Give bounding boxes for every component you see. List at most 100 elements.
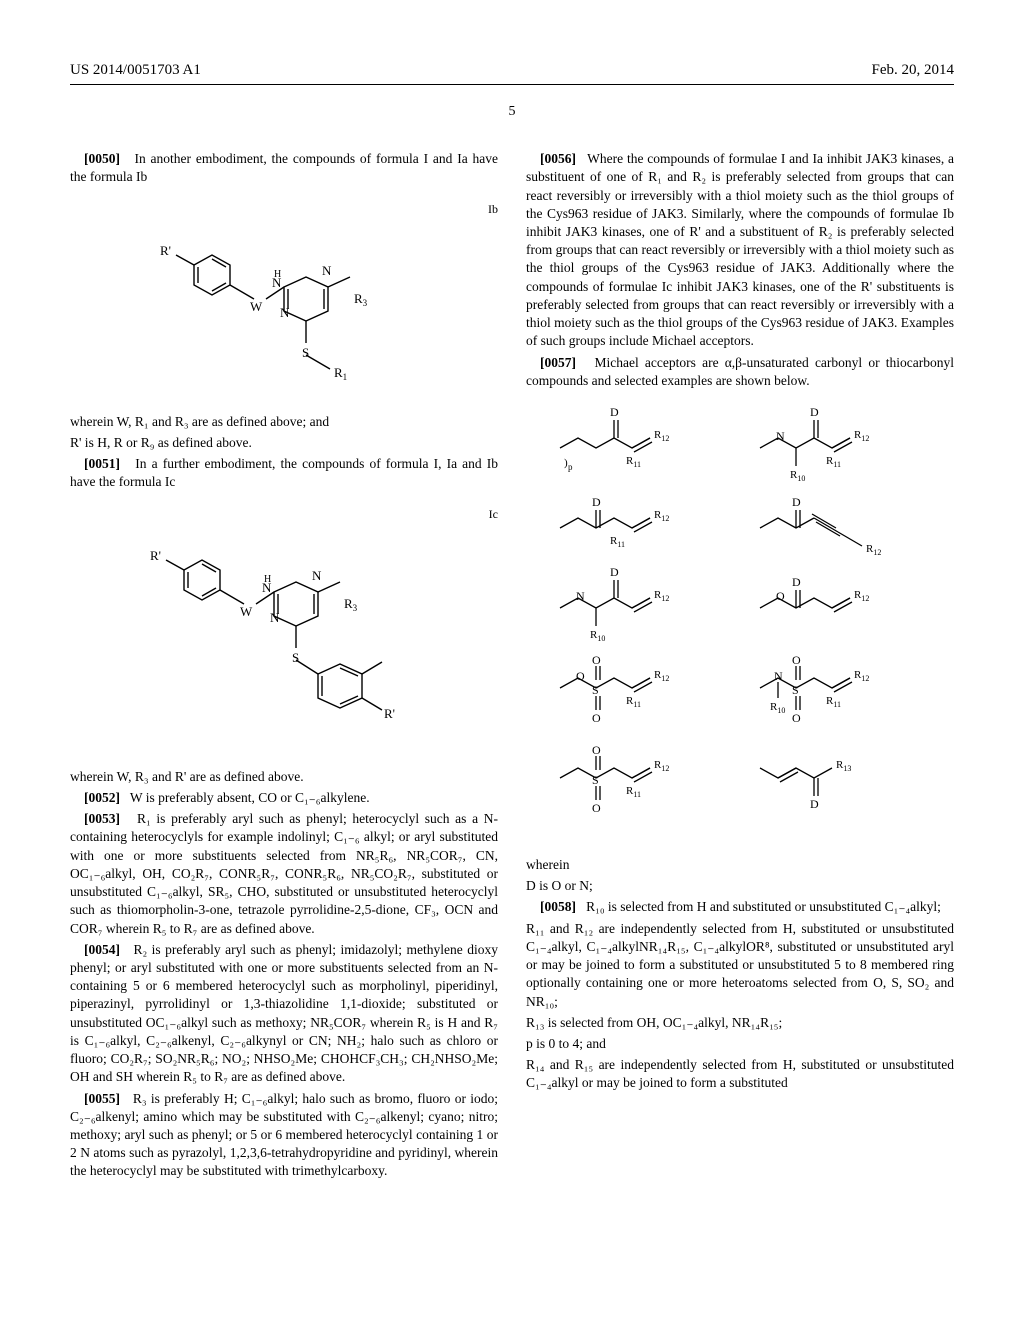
para-0058: [0058] R₁₀ is selected from H and substi…	[526, 898, 954, 916]
formula-Ib-structure: R' W N H N N R3 S R1	[154, 225, 414, 395]
svg-text:N: N	[312, 568, 322, 583]
svg-text:N: N	[774, 669, 783, 683]
formula-label-Ib: Ib	[70, 201, 498, 217]
svg-text:O: O	[792, 653, 801, 667]
svg-text:O: O	[592, 711, 601, 725]
svg-text:D: D	[592, 495, 601, 509]
r14-r15-def: R₁₄ and R₁₅ are independently selected f…	[526, 1056, 954, 1092]
svg-text:R11: R11	[626, 695, 641, 709]
michael-acceptors-grid: ) p D R11 R12 N D R10 R11 R12	[540, 398, 940, 838]
left-column: [0050] In another embodiment, the compou…	[70, 150, 498, 1184]
para-0053: [0053] R₁ is preferably aryl such as phe…	[70, 810, 498, 938]
svg-text:R11: R11	[826, 695, 841, 709]
svg-text:R11: R11	[826, 455, 841, 469]
header-rule	[70, 84, 954, 85]
svg-text:R12: R12	[854, 429, 869, 443]
svg-text:O: O	[776, 589, 785, 603]
after-Ic: wherein W, R₃ and R' are as defined abov…	[70, 768, 498, 786]
svg-text:O: O	[592, 743, 601, 757]
para-num: [0056]	[540, 151, 576, 166]
svg-text:R12: R12	[854, 669, 869, 683]
svg-text:R12: R12	[654, 669, 669, 683]
para-text: W is preferably absent, CO or C₁₋₆alkyle…	[130, 790, 370, 805]
svg-text:D: D	[810, 405, 819, 419]
r13-def: R₁₃ is selected from OH, OC₁₋₄alkyl, NR₁…	[526, 1014, 954, 1032]
para-text: R₃ is preferably H; C₁₋₆alkyl; halo such…	[70, 1091, 498, 1179]
svg-text:D: D	[792, 575, 801, 589]
svg-text:S: S	[292, 650, 299, 665]
svg-text:N: N	[280, 305, 290, 320]
svg-text:O: O	[592, 653, 601, 667]
svg-text:S: S	[592, 683, 599, 697]
para-text: R₂ is preferably aryl such as phenyl; im…	[70, 942, 498, 1085]
svg-text:D: D	[610, 565, 619, 579]
para-num: [0053]	[84, 811, 120, 826]
svg-text:R13: R13	[836, 759, 851, 773]
page-header: US 2014/0051703 A1 Feb. 20, 2014	[70, 60, 954, 80]
svg-text:R11: R11	[626, 455, 641, 469]
page-number: 5	[70, 103, 954, 122]
para-0057: [0057] Michael acceptors are α,β-unsatur…	[526, 354, 954, 390]
svg-text:R': R'	[150, 548, 161, 563]
svg-text:D: D	[792, 495, 801, 509]
svg-text:H: H	[264, 574, 271, 585]
svg-text:N: N	[322, 263, 332, 278]
para-0051: [0051] In a further embodiment, the comp…	[70, 455, 498, 491]
svg-text:D: D	[810, 797, 819, 811]
two-column-layout: [0050] In another embodiment, the compou…	[70, 150, 954, 1184]
svg-text:D: D	[610, 405, 619, 419]
svg-text:R10: R10	[590, 629, 605, 643]
d-definition: D is O or N;	[526, 877, 954, 895]
svg-text:O: O	[576, 669, 585, 683]
para-num: [0051]	[84, 456, 120, 471]
para-num: [0050]	[84, 151, 120, 166]
svg-text:R': R'	[384, 706, 395, 721]
para-text: In a further embodiment, the compounds o…	[70, 456, 498, 489]
svg-text:S: S	[592, 773, 599, 787]
para-text: R₁₀ is selected from H and substituted o…	[586, 899, 941, 914]
svg-text:N: N	[576, 589, 585, 603]
para-text: Michael acceptors are α,β-unsaturated ca…	[526, 355, 954, 388]
svg-text:R10: R10	[770, 701, 785, 715]
svg-text:R12: R12	[654, 509, 669, 523]
svg-text:N: N	[270, 610, 280, 625]
svg-text:N: N	[776, 429, 785, 443]
publication-date: Feb. 20, 2014	[872, 60, 955, 80]
formula-label-Ic: Ic	[70, 506, 498, 522]
svg-text:H: H	[274, 269, 281, 280]
para-0050: [0050] In another embodiment, the compou…	[70, 150, 498, 186]
para-0055: [0055] R₃ is preferably H; C₁₋₆alkyl; ha…	[70, 1090, 498, 1181]
para-text: R₁ is preferably aryl such as phenyl; he…	[70, 811, 498, 935]
para-num: [0057]	[540, 355, 576, 370]
svg-text:R12: R12	[654, 759, 669, 773]
publication-number: US 2014/0051703 A1	[70, 60, 201, 80]
svg-text:W: W	[250, 299, 263, 314]
r11-r12-def: R₁₁ and R₁₂ are independently selected f…	[526, 920, 954, 1011]
p-def: p is 0 to 4; and	[526, 1035, 954, 1053]
para-0056: [0056] Where the compounds of formulae I…	[526, 150, 954, 350]
para-text: Where the compounds of formulae I and Ia…	[526, 151, 954, 348]
para-num: [0054]	[84, 942, 120, 957]
after-Ib-line1: wherein W, R₁ and R₃ are as defined abov…	[70, 413, 498, 431]
svg-text:R3: R3	[344, 596, 358, 613]
svg-text:R12: R12	[854, 589, 869, 603]
svg-text:O: O	[792, 711, 801, 725]
para-num: [0055]	[84, 1091, 120, 1106]
svg-text:R12: R12	[866, 543, 881, 557]
para-text: In another embodiment, the compounds of …	[70, 151, 498, 184]
svg-text:p: p	[568, 462, 573, 472]
svg-text:R1: R1	[334, 365, 347, 382]
para-0054: [0054] R₂ is preferably aryl such as phe…	[70, 941, 498, 1087]
svg-text:O: O	[592, 801, 601, 815]
svg-text:R12: R12	[654, 429, 669, 443]
wherein-heading: wherein	[526, 856, 954, 874]
svg-text:S: S	[792, 683, 799, 697]
para-num: [0052]	[84, 790, 120, 805]
svg-text:R11: R11	[610, 535, 625, 549]
after-Ib-line2: R' is H, R or R₉ as defined above.	[70, 434, 498, 452]
svg-text:R3: R3	[354, 291, 368, 308]
svg-text:W: W	[240, 604, 253, 619]
svg-text:S: S	[302, 345, 309, 360]
svg-text:R11: R11	[626, 785, 641, 799]
para-num: [0058]	[540, 899, 576, 914]
